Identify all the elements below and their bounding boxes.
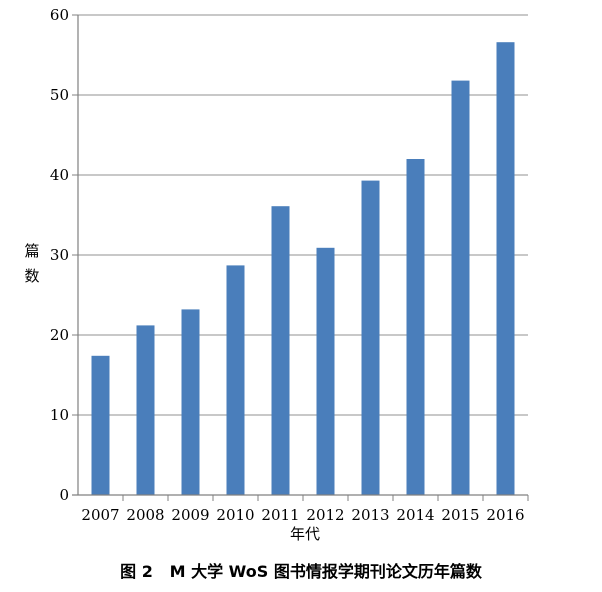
x-tick-label-2008: 2008 bbox=[126, 506, 164, 524]
y-axis-label-char-1: 篇 bbox=[24, 242, 40, 260]
bar-2008 bbox=[136, 325, 155, 495]
y-tick-label-40: 40 bbox=[50, 166, 69, 184]
x-axis-label: 年代 bbox=[289, 525, 320, 543]
bar-2012 bbox=[316, 247, 335, 495]
bar-2009 bbox=[181, 309, 200, 495]
x-tick-label-2012: 2012 bbox=[306, 506, 344, 524]
bar-2013 bbox=[361, 180, 380, 495]
figure-caption: 图 2 M 大学 WoS 图书情报学期刊论文历年篇数 bbox=[120, 562, 482, 581]
x-tick-label-2011: 2011 bbox=[261, 506, 299, 524]
x-tick-label-2016: 2016 bbox=[486, 506, 524, 524]
x-tick-label-2009: 2009 bbox=[171, 506, 209, 524]
y-tick-label-50: 50 bbox=[50, 86, 69, 104]
bar-2014 bbox=[406, 159, 425, 495]
y-tick-label-20: 20 bbox=[50, 326, 69, 344]
bar-2016 bbox=[496, 42, 515, 495]
x-tick-label-2010: 2010 bbox=[216, 506, 254, 524]
x-tick-label-2014: 2014 bbox=[396, 506, 434, 524]
y-tick-label-0: 0 bbox=[59, 486, 69, 504]
y-tick-label-60: 60 bbox=[50, 6, 69, 24]
bar-2011 bbox=[271, 206, 290, 495]
y-tick-label-10: 10 bbox=[50, 406, 69, 424]
y-axis-label-char-2: 数 bbox=[24, 267, 40, 285]
x-tick-label-2015: 2015 bbox=[441, 506, 479, 524]
bar-2010 bbox=[226, 265, 245, 495]
x-tick-label-2013: 2013 bbox=[351, 506, 389, 524]
bar-2015 bbox=[451, 80, 470, 495]
y-tick-label-30: 30 bbox=[50, 246, 69, 264]
bar-2007 bbox=[91, 355, 110, 495]
x-tick-label-2007: 2007 bbox=[81, 506, 119, 524]
